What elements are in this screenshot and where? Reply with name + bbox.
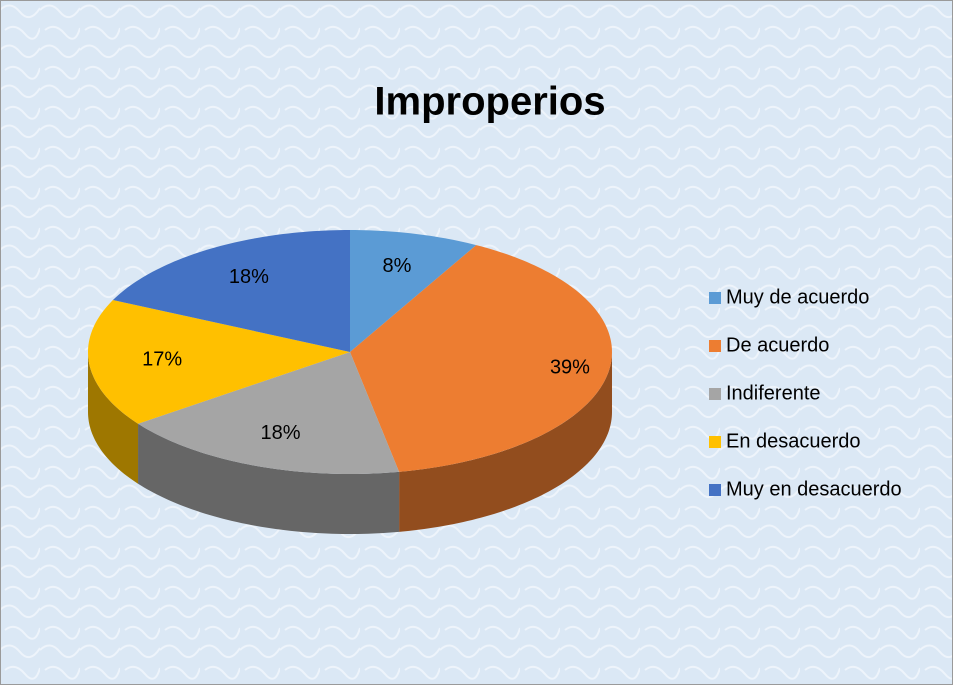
legend-label: Muy en desacuerdo: [726, 478, 902, 500]
slice: [350, 245, 612, 472]
legend-label: Muy de acuerdo: [726, 286, 869, 308]
data-label: 39%: [550, 357, 590, 379]
data-label: 8%: [382, 255, 411, 277]
legend-label: De acuerdo: [726, 334, 829, 356]
data-label: 17%: [142, 349, 182, 371]
slice: [88, 300, 350, 424]
chart-title: Improperios: [374, 80, 605, 124]
legend-swatch: [709, 436, 721, 448]
slice: [138, 352, 400, 474]
legend-swatch: [709, 292, 721, 304]
data-label: 18%: [261, 422, 301, 444]
slice: [350, 230, 477, 352]
legend-label: Indiferente: [726, 382, 821, 404]
slice-side: [399, 352, 612, 532]
legend-swatch: [709, 340, 721, 352]
slice-side: [88, 352, 139, 484]
slice: [112, 230, 351, 352]
legend-swatch: [709, 484, 721, 496]
slice-side: [138, 423, 400, 534]
data-label: 18%: [229, 266, 269, 288]
legend-label: En desacuerdo: [726, 430, 861, 452]
legend-swatch: [709, 388, 721, 400]
